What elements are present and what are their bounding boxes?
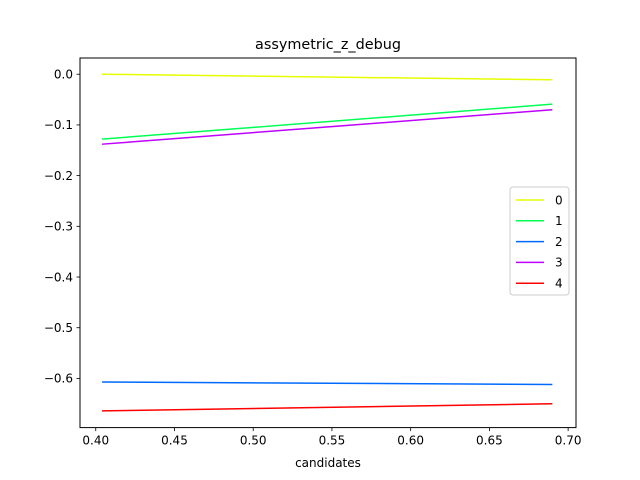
legend: 0 1 2 3 4 [509,186,570,296]
legend-label-0: 0 [555,193,563,207]
series-line-1 [101,103,553,140]
x-tick-label: 0.50 [240,434,267,448]
x-axis: 0.40 0.45 0.50 0.55 0.60 0.65 0.70 [82,427,582,448]
plot-area [80,58,576,428]
plot-frame [79,57,577,429]
x-tick-label: 0.40 [82,434,109,448]
y-tick-label: 0.0 [54,68,73,82]
y-tick-label: −0.6 [44,372,73,386]
x-axis-label: candidates [295,456,361,470]
y-tick-label: −0.4 [44,270,73,284]
y-tick-label: −0.5 [44,321,73,335]
x-tick-label: 0.45 [161,434,188,448]
legend-label-4: 4 [555,277,563,291]
x-tick-label: 0.70 [555,434,582,448]
series-line-4 [102,403,553,412]
series-layer [101,73,553,412]
y-axis: 0.0 −0.1 −0.2 −0.3 −0.4 −0.5 −0.6 [44,68,80,386]
series-line-3 [101,108,553,145]
legend-label-1: 1 [555,214,563,228]
x-tick-label: 0.60 [397,434,424,448]
y-tick-label: −0.3 [44,220,73,234]
series-line-0 [102,73,553,81]
legend-label-2: 2 [555,235,563,249]
x-tick-label: 0.55 [319,434,346,448]
chart-title: assymetric_z_debug [255,37,401,53]
x-tick-label: 0.65 [476,434,503,448]
series-line-2 [102,381,553,386]
legend-label-3: 3 [555,256,563,270]
y-tick-label: −0.1 [44,118,73,132]
y-tick-label: −0.2 [44,169,73,183]
